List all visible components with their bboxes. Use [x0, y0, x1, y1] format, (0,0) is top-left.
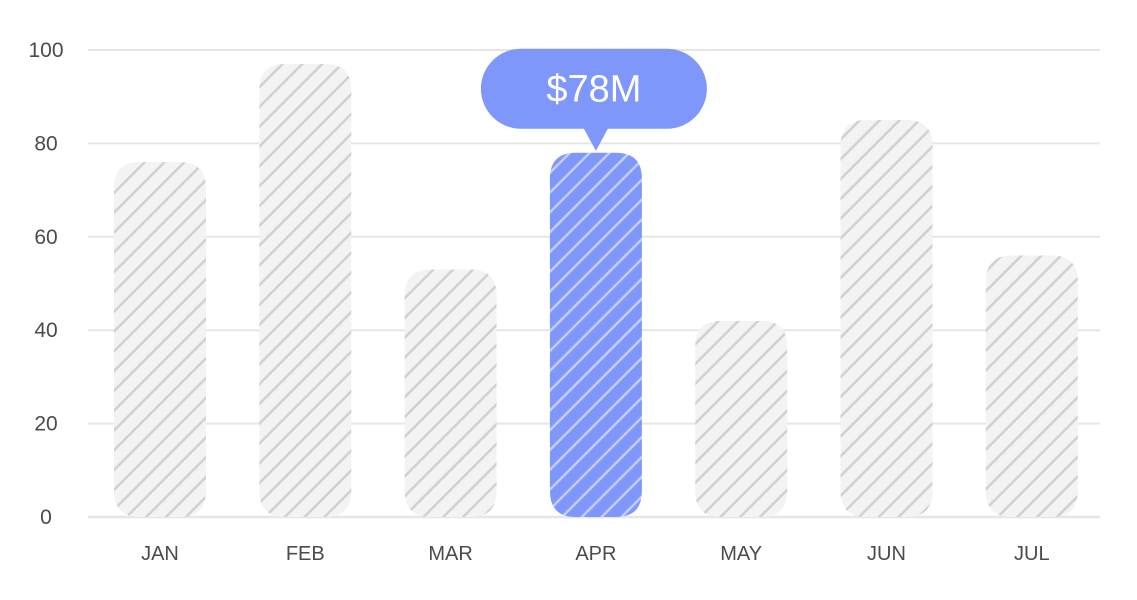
x-tick-label-jun: JUN	[867, 543, 906, 565]
x-tick-label-may: MAY	[720, 543, 762, 565]
y-tick-label: 0	[40, 506, 52, 529]
x-axis-labels: JAN FEB MAR APR MAY JUN JUL	[141, 543, 1049, 565]
x-tick-label-mar: MAR	[428, 543, 472, 565]
y-tick-label: 40	[34, 319, 57, 342]
bar-may[interactable]	[695, 320, 788, 517]
y-tick-label: 20	[34, 413, 57, 436]
bar-jan[interactable]	[114, 162, 206, 517]
tooltip-bubble	[480, 48, 707, 151]
y-tick-label: 60	[34, 226, 57, 249]
bars	[114, 64, 1078, 518]
bar-jun[interactable]	[840, 120, 933, 518]
x-tick-label-jul: JUL	[1014, 543, 1050, 565]
x-tick-label-feb: FEB	[286, 543, 325, 565]
x-tick-label-apr: APR	[575, 543, 616, 565]
tooltip-label: $78M	[546, 69, 641, 111]
bar-feb[interactable]	[259, 64, 352, 517]
value-tooltip: $78M	[480, 48, 707, 151]
bar-jul[interactable]	[985, 255, 1078, 518]
bar-mar[interactable]	[404, 269, 497, 517]
y-tick-label: 100	[28, 39, 63, 62]
y-tick-label: 80	[34, 132, 57, 155]
bar-apr-highlighted[interactable]	[549, 152, 642, 518]
x-tick-label-jan: JAN	[141, 543, 179, 565]
y-axis-ticks: 0 20 40 60 80 100	[28, 39, 63, 529]
